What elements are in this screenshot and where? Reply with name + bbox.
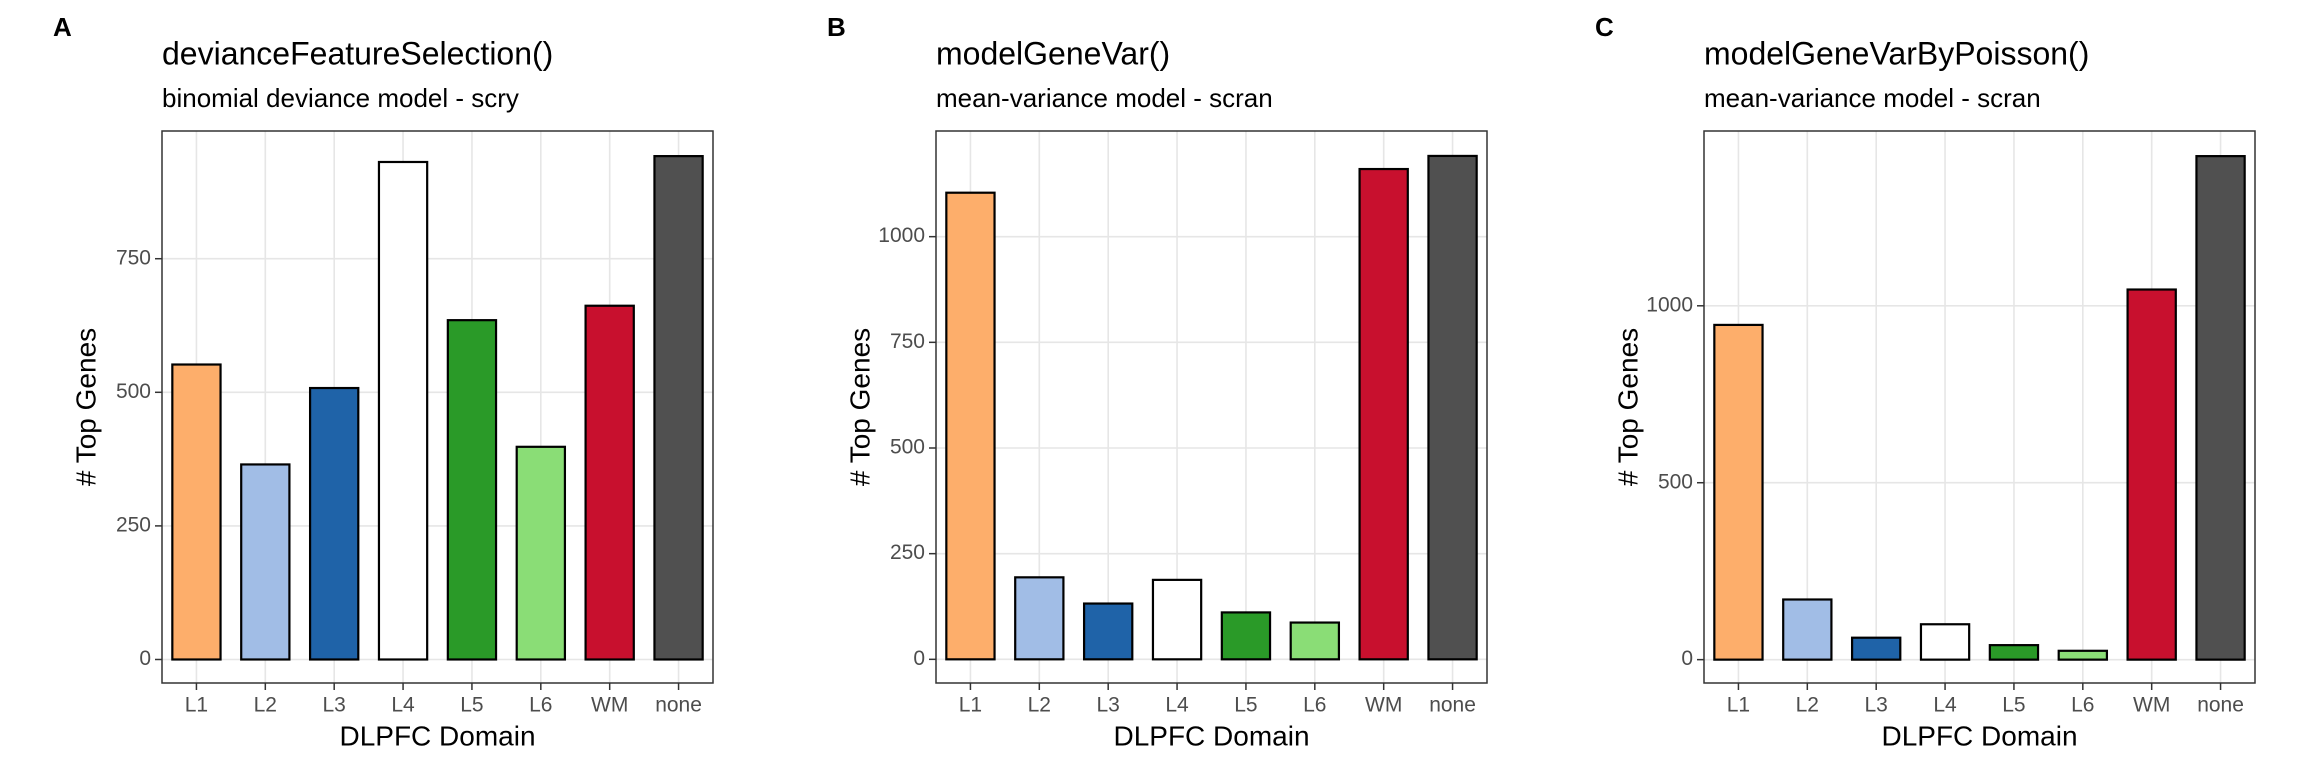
panel-label: C <box>1595 12 1614 42</box>
x-tick-label: L6 <box>2071 694 2094 717</box>
bar <box>1082 602 1134 661</box>
y-axis-title: # Top Genes <box>844 328 875 486</box>
x-tick-label: L3 <box>1865 694 1888 717</box>
panel-label: B <box>827 12 846 42</box>
bar <box>1782 598 1833 661</box>
x-tick-label: L1 <box>185 694 208 717</box>
x-tick-label: none <box>1429 694 1476 717</box>
bar <box>515 445 567 661</box>
bar <box>584 304 635 661</box>
x-axis-title: DLPFC Domain <box>1881 720 2077 751</box>
bar <box>308 386 360 661</box>
y-tick-label: 0 <box>913 647 925 670</box>
x-tick-label: L3 <box>1097 694 1120 717</box>
x-tick-label: L2 <box>1028 694 1051 717</box>
bar <box>2126 288 2177 661</box>
bar <box>1850 636 1902 661</box>
bar <box>2195 155 2246 661</box>
y-tick-label: 1000 <box>1646 293 1693 316</box>
x-tick-label: WM <box>2133 694 2170 717</box>
bar <box>1289 621 1341 661</box>
plot-frame <box>935 130 1488 684</box>
y-tick-label: 750 <box>890 330 925 353</box>
bar <box>1919 623 1971 661</box>
x-tick-label: L6 <box>1303 694 1326 717</box>
y-tick-label: 750 <box>116 246 151 269</box>
x-tick-label: L5 <box>1234 694 1257 717</box>
y-tick-label: 500 <box>116 380 151 403</box>
y-tick-label: 250 <box>890 541 925 564</box>
bar <box>240 463 291 661</box>
chart-subtitle: mean-variance model - scran <box>1704 83 2041 113</box>
chart-title: modelGeneVar() <box>936 35 1170 71</box>
bar <box>653 155 704 661</box>
bar <box>1151 578 1203 661</box>
x-tick-label: L4 <box>1933 694 1957 717</box>
x-tick-label: WM <box>591 694 628 717</box>
x-tick-label: L5 <box>2002 694 2025 717</box>
x-tick-label: L2 <box>254 694 277 717</box>
bar <box>1713 323 1764 661</box>
x-tick-label: L1 <box>959 694 982 717</box>
y-tick-label: 250 <box>116 513 151 536</box>
bar <box>171 363 222 661</box>
x-axis-title: DLPFC Domain <box>339 720 535 751</box>
bar <box>1014 576 1065 661</box>
panel-label: A <box>53 12 72 42</box>
y-axis-title: # Top Genes <box>1612 328 1643 486</box>
x-tick-label: L2 <box>1796 694 1819 717</box>
x-axis-title: DLPFC Domain <box>1113 720 1309 751</box>
y-tick-label: 0 <box>1681 647 1693 670</box>
y-axis-title: # Top Genes <box>70 328 101 486</box>
bar <box>1358 167 1409 661</box>
chart-subtitle: binomial deviance model - scry <box>162 83 519 113</box>
plot-frame <box>1703 130 2256 684</box>
bar <box>1220 611 1272 661</box>
bar <box>945 191 996 661</box>
chart-subtitle: mean-variance model - scran <box>936 83 1273 113</box>
x-tick-label: L1 <box>1727 694 1750 717</box>
y-tick-label: 500 <box>890 436 925 459</box>
y-tick-label: 500 <box>1658 470 1693 493</box>
chart-title: modelGeneVarByPoisson() <box>1704 35 2089 71</box>
y-tick-label: 0 <box>139 647 151 670</box>
bar <box>1988 644 2040 661</box>
y-tick-label: 1000 <box>878 224 925 247</box>
x-tick-label: L3 <box>323 694 346 717</box>
bar <box>2057 649 2109 661</box>
x-tick-label: L5 <box>460 694 483 717</box>
plot-frame <box>161 130 714 684</box>
bar <box>446 319 498 661</box>
bar <box>1427 154 1478 661</box>
x-tick-label: none <box>2197 694 2244 717</box>
x-tick-label: L4 <box>391 694 415 717</box>
x-tick-label: L6 <box>529 694 552 717</box>
chart-title: devianceFeatureSelection() <box>162 35 553 71</box>
x-tick-label: L4 <box>1165 694 1189 717</box>
x-tick-label: WM <box>1365 694 1402 717</box>
bar <box>377 160 429 661</box>
x-tick-label: none <box>655 694 702 717</box>
